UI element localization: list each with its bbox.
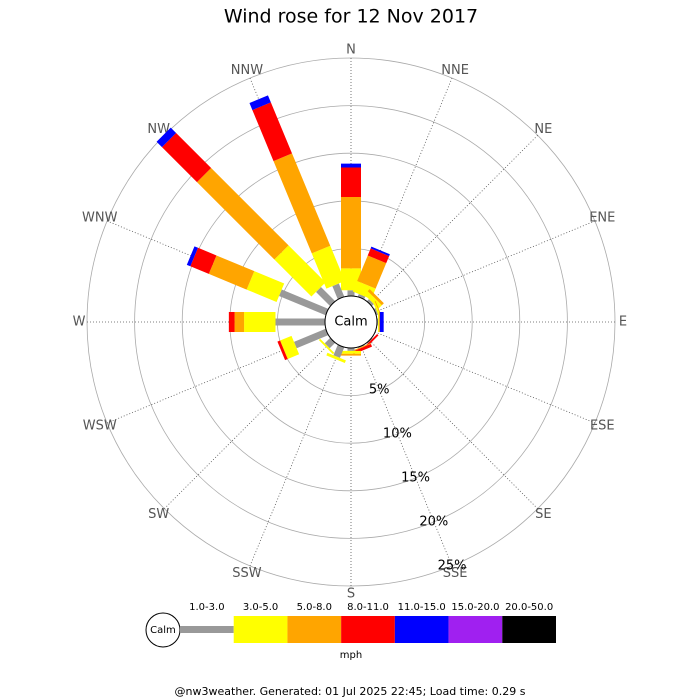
legend-swatch	[394, 616, 449, 643]
footer: @nw3weather. Generated: 01 Jul 2025 22:4…	[175, 685, 526, 698]
direction-label: NNW	[231, 63, 263, 78]
bar-segment	[341, 196, 361, 269]
bar-segment	[274, 245, 326, 297]
direction-label: SW	[148, 507, 169, 522]
direction-label: NNE	[441, 63, 469, 78]
bar-segment	[333, 344, 345, 358]
legend-swatch	[448, 616, 503, 643]
spoke	[369, 340, 538, 509]
legend-label: 1.0-3.0	[189, 602, 224, 613]
bar-segment	[364, 291, 382, 309]
bar-segment	[367, 289, 384, 306]
bar-segment	[161, 132, 212, 183]
bar-segment	[332, 283, 345, 300]
bar-segment	[249, 95, 271, 111]
legend-label: 15.0-20.0	[451, 602, 499, 613]
spoke	[374, 220, 596, 313]
spoke	[164, 340, 333, 509]
bar-segment	[347, 348, 355, 351]
legend-label: 11.0-15.0	[398, 602, 446, 613]
bar-segment	[228, 312, 235, 332]
spoke	[374, 331, 596, 424]
direction-label: ENE	[589, 210, 615, 225]
legend-swatch	[287, 616, 342, 643]
r-tick-label: 5%	[369, 382, 390, 397]
bar-segment	[244, 312, 276, 332]
bar-segment	[246, 271, 285, 302]
bar-segment	[326, 352, 346, 364]
bar-segment	[190, 247, 217, 274]
unit-label: mph	[340, 650, 362, 661]
legend-label: 5.0-8.0	[297, 602, 332, 613]
r-tick-label: 10%	[383, 426, 412, 441]
legend-swatch	[502, 616, 556, 643]
direction-label: SE	[535, 507, 551, 522]
bar-segment	[377, 312, 379, 332]
calm-circle	[324, 295, 378, 349]
bar-segment	[316, 287, 336, 307]
bar-segment	[378, 312, 380, 332]
bar-segment	[293, 328, 329, 349]
legend-swatch	[341, 616, 395, 643]
bar-segment	[252, 102, 292, 162]
bar-segment	[208, 255, 255, 290]
r-tick-label: 25%	[438, 558, 467, 573]
bar-segment	[379, 312, 384, 332]
direction-label: WSW	[83, 419, 117, 434]
bar-segment	[370, 246, 390, 257]
legend-calm-label: Calm	[150, 625, 176, 636]
r-tick-label: 15%	[401, 470, 430, 485]
direction-label: NE	[534, 122, 552, 137]
bar-segment	[357, 255, 387, 289]
bar-segment	[341, 350, 361, 354]
bar-segment	[367, 248, 390, 264]
direction-label: SSE	[443, 566, 468, 581]
bar-segment	[366, 299, 374, 307]
bar-segment	[341, 163, 361, 168]
bar-segment	[341, 353, 361, 356]
bar-segment	[311, 245, 345, 289]
spoke	[249, 345, 342, 567]
direction-label: WNW	[82, 210, 118, 225]
legend-label: 8.0-11.0	[347, 602, 389, 613]
bar-segment	[275, 318, 325, 326]
legend-swatch	[233, 616, 288, 643]
bar-segment	[277, 340, 288, 361]
ring	[181, 152, 521, 492]
legend-swatch	[180, 626, 234, 633]
bar-segment	[357, 294, 366, 300]
r-tick-label: 20%	[419, 514, 448, 529]
direction-label: N	[346, 43, 356, 58]
direction-label: E	[619, 315, 627, 330]
direction-label: ESE	[590, 419, 615, 434]
direction-label: SSW	[232, 566, 262, 581]
bar-segment	[196, 167, 289, 260]
direction-label: W	[73, 315, 86, 330]
calm-label: Calm	[334, 315, 367, 330]
bar-segment	[373, 308, 379, 316]
bar-segment	[352, 343, 371, 352]
spoke	[360, 345, 453, 567]
bar-segment	[273, 153, 331, 254]
bar-segment	[186, 246, 198, 267]
chart-title: Wind rose for 12 Nov 2017	[224, 6, 478, 28]
bar-segment	[280, 335, 300, 360]
bar-segment	[249, 95, 268, 104]
ring	[134, 105, 568, 539]
bar-segment	[279, 289, 329, 316]
legend-label: 20.0-50.0	[505, 602, 553, 613]
direction-label: S	[347, 587, 355, 602]
bar-segment	[341, 167, 361, 197]
spoke	[369, 135, 538, 304]
direction-label: NW	[147, 122, 170, 137]
bar-segment	[347, 290, 355, 296]
bar-segment	[318, 338, 335, 355]
legend-label: 3.0-5.0	[243, 602, 278, 613]
bar-segment	[156, 127, 177, 148]
bar-segment	[234, 312, 245, 332]
